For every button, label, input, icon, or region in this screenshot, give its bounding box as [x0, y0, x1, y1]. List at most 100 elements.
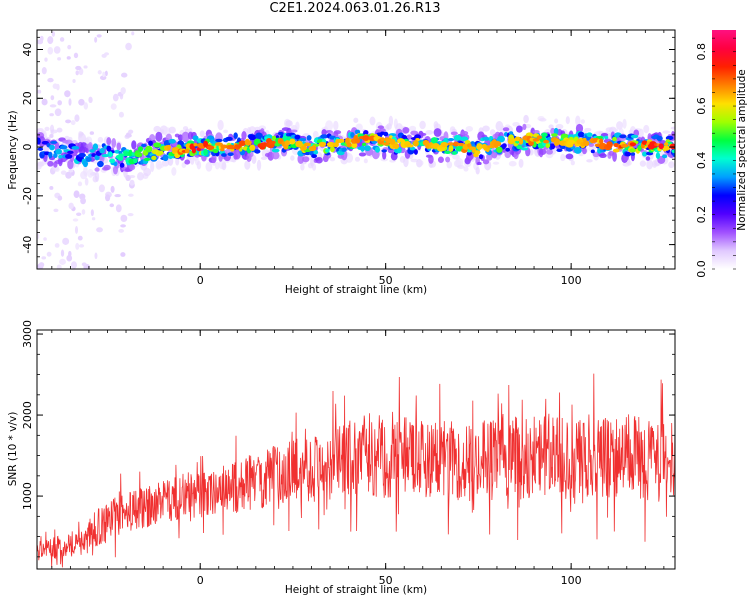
heat-cell: [610, 128, 619, 133]
heat-cell: [114, 194, 121, 198]
heat-cell: [582, 147, 587, 155]
heat-cell: [475, 166, 480, 175]
heat-cell: [44, 126, 50, 131]
heat-cell: [233, 132, 238, 139]
heat-cell: [153, 142, 162, 148]
colorbar-gradient: [712, 30, 736, 269]
heat-cell: [135, 152, 143, 158]
heat-cell: [364, 145, 371, 152]
heat-cell: [65, 154, 73, 159]
x-tick-label: 50: [379, 574, 393, 587]
heat-cell: [501, 143, 507, 149]
heat-cell: [124, 134, 130, 139]
y-tick-label: 40: [21, 43, 34, 57]
heat-cell: [203, 148, 208, 156]
heat-cell: [268, 140, 276, 145]
heat-cell: [447, 138, 455, 142]
heat-cell: [49, 113, 54, 117]
heat-cell: [590, 149, 595, 154]
heat-cell: [290, 155, 295, 161]
heat-cell: [606, 141, 613, 149]
heat-cell: [89, 131, 95, 135]
heat-cell: [205, 161, 213, 172]
heat-cell: [502, 127, 510, 132]
heat-cell: [54, 243, 60, 248]
y-tick-label: 3000: [21, 320, 34, 348]
heat-cell: [47, 46, 54, 55]
heat-cell: [59, 258, 66, 265]
heat-cell: [539, 148, 547, 155]
heat-cell: [166, 144, 171, 151]
snr-y-axis-title: SNR (10 * v/v): [7, 412, 19, 487]
heat-cell: [559, 145, 566, 150]
heat-cell: [629, 148, 637, 153]
heat-cell: [325, 120, 334, 132]
heat-cell: [47, 77, 54, 83]
heat-cell: [83, 165, 88, 177]
heat-cell: [457, 164, 465, 169]
snr-y-ticks: 1000 2000 3000: [21, 320, 675, 558]
heat-cell: [418, 132, 427, 137]
heat-cell: [196, 160, 202, 170]
heat-cell: [354, 138, 361, 144]
heat-cell: [482, 125, 490, 132]
heat-cell: [463, 166, 469, 172]
heat-cell: [555, 138, 561, 146]
heat-cell: [516, 125, 523, 133]
heat-cell: [131, 31, 135, 36]
heat-cell: [354, 156, 361, 162]
heat-cell: [575, 123, 584, 134]
heat-cell: [670, 126, 675, 130]
heat-cell: [49, 124, 55, 133]
heat-cell: [476, 143, 483, 151]
heat-cell: [445, 156, 451, 163]
heat-cell: [90, 209, 94, 217]
heat-cell: [75, 65, 82, 71]
heat-cell: [312, 130, 319, 139]
heat-cell: [106, 145, 112, 152]
heat-cell: [353, 117, 359, 123]
heat-cell: [70, 261, 77, 269]
heat-cell: [350, 142, 358, 148]
heat-cell: [157, 150, 164, 155]
heat-cell: [37, 164, 42, 170]
heat-cell: [616, 121, 623, 130]
heat-cell: [105, 194, 111, 202]
heat-cell: [474, 150, 481, 155]
heat-cell: [44, 57, 48, 62]
heat-cell: [57, 57, 62, 61]
heat-cell: [94, 252, 98, 260]
heat-cell: [191, 147, 197, 154]
heat-cell: [155, 131, 163, 142]
heat-cell: [83, 102, 89, 110]
heat-cell: [112, 93, 119, 102]
heat-cell: [141, 143, 147, 148]
heat-cell: [87, 168, 94, 178]
heat-cell: [396, 147, 402, 154]
heat-cell: [43, 237, 47, 241]
heat-cell: [346, 142, 352, 148]
spectrogram-x-ticks: 0 50 100: [51, 30, 665, 287]
heat-cell: [77, 181, 83, 187]
heat-cell: [148, 140, 153, 146]
heat-cell: [583, 140, 590, 147]
heat-cell: [57, 195, 63, 201]
heat-cell: [38, 262, 45, 268]
heat-cell: [128, 193, 134, 197]
heat-cell: [662, 147, 667, 152]
heat-cell: [358, 152, 367, 157]
heat-cell: [248, 126, 257, 136]
heat-cell: [77, 235, 83, 241]
heat-cell: [104, 70, 108, 77]
heat-cell: [669, 143, 675, 150]
heat-cell: [505, 147, 511, 152]
colorbar-tick-label: 0.6: [695, 97, 708, 115]
heat-cell: [452, 141, 460, 147]
heat-cell: [408, 144, 414, 148]
heat-cell: [254, 149, 261, 154]
heat-cell: [49, 186, 54, 190]
heat-cell: [624, 151, 632, 157]
heat-cell: [244, 160, 251, 170]
heat-cell: [662, 130, 671, 134]
heat-cell: [51, 31, 56, 37]
